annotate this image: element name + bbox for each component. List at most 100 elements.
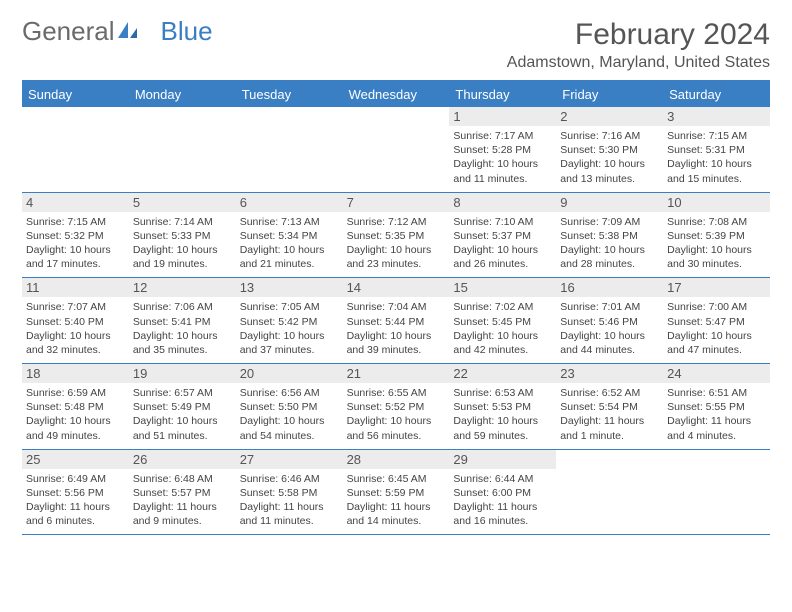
- day-header-cell: Sunday: [22, 82, 129, 107]
- date-number: 11: [22, 278, 129, 297]
- calendar-cell: 1 Sunrise: 7:17 AMSunset: 5:28 PMDaylight…: [449, 107, 556, 192]
- calendar-cell: 26Sunrise: 6:48 AMSunset: 5:57 PMDayligh…: [129, 450, 236, 535]
- cell-details: Sunrise: 7:00 AMSunset: 5:47 PMDaylight:…: [667, 300, 766, 357]
- calendar-cell: 13 Sunrise: 7:05 AMSunset: 5:42 PMDayligh…: [236, 278, 343, 363]
- date-number: 3: [663, 107, 770, 126]
- calendar-week: 25 Sunrise: 6:49 AMSunset: 5:56 PMDayligh…: [22, 450, 770, 536]
- date-number: 16: [556, 278, 663, 297]
- logo-text-general: General: [22, 18, 115, 44]
- cell-details: Sunrise: 6:59 AMSunset: 5:48 PMDaylight:…: [26, 386, 125, 443]
- calendar-cell: 6 Sunrise: 7:13 AMSunset: 5:34 PMDaylight…: [236, 193, 343, 278]
- calendar-cell: 28Sunrise: 6:45 AMSunset: 5:59 PMDayligh…: [343, 450, 450, 535]
- calendar-cell: 24 Sunrise: 6:51 AMSunset: 5:55 PMDayligh…: [663, 364, 770, 449]
- logo-sail-icon: [117, 18, 139, 44]
- cell-details: Sunrise: 7:17 AMSunset: 5:28 PMDaylight:…: [453, 129, 552, 186]
- date-number: 23: [556, 364, 663, 383]
- date-number: 14: [343, 278, 450, 297]
- calendar-cell: 23 Sunrise: 6:52 AMSunset: 5:54 PMDayligh…: [556, 364, 663, 449]
- cell-details: Sunrise: 7:07 AMSunset: 5:40 PMDaylight:…: [26, 300, 125, 357]
- cell-details: Sunrise: 6:49 AMSunset: 5:56 PMDaylight:…: [26, 472, 125, 529]
- calendar-cell: 21 Sunrise: 6:55 AMSunset: 5:52 PMDayligh…: [343, 364, 450, 449]
- calendar-cell: 3 Sunrise: 7:15 AMSunset: 5:31 PMDaylight…: [663, 107, 770, 192]
- cell-details: Sunrise: 6:44 AMSunset: 6:00 PMDaylight:…: [453, 472, 552, 529]
- calendar-cell: 2 Sunrise: 7:16 AMSunset: 5:30 PMDaylight…: [556, 107, 663, 192]
- date-number: 1: [449, 107, 556, 126]
- cell-details: Sunrise: 6:56 AMSunset: 5:50 PMDaylight:…: [240, 386, 339, 443]
- cell-details: Sunrise: 6:57 AMSunset: 5:49 PMDaylight:…: [133, 386, 232, 443]
- cell-details: Sunrise: 6:52 AMSunset: 5:54 PMDaylight:…: [560, 386, 659, 443]
- date-number: 22: [449, 364, 556, 383]
- cell-details: Sunrise: 6:55 AMSunset: 5:52 PMDaylight:…: [347, 386, 446, 443]
- cell-details: Sunrise: 7:13 AMSunset: 5:34 PMDaylight:…: [240, 215, 339, 272]
- day-header-cell: Saturday: [663, 82, 770, 107]
- date-number: 17: [663, 278, 770, 297]
- cell-details: Sunrise: 7:15 AMSunset: 5:32 PMDaylight:…: [26, 215, 125, 272]
- calendar-cell: 19 Sunrise: 6:57 AMSunset: 5:49 PMDayligh…: [129, 364, 236, 449]
- date-number: 15: [449, 278, 556, 297]
- cell-details: Sunrise: 7:12 AMSunset: 5:35 PMDaylight:…: [347, 215, 446, 272]
- date-number: 24: [663, 364, 770, 383]
- date-number: 4: [22, 193, 129, 212]
- month-title: February 2024: [507, 18, 770, 52]
- cell-details: Sunrise: 6:51 AMSunset: 5:55 PMDaylight:…: [667, 386, 766, 443]
- cell-details: Sunrise: 7:16 AMSunset: 5:30 PMDaylight:…: [560, 129, 659, 186]
- cell-details: Sunrise: 7:15 AMSunset: 5:31 PMDaylight:…: [667, 129, 766, 186]
- cell-details: Sunrise: 7:05 AMSunset: 5:42 PMDaylight:…: [240, 300, 339, 357]
- calendar-cell: [343, 107, 450, 192]
- cell-details: Sunrise: 6:53 AMSunset: 5:53 PMDaylight:…: [453, 386, 552, 443]
- date-number: 27: [236, 450, 343, 469]
- cell-details: Sunrise: 6:45 AMSunset: 5:59 PMDaylight:…: [347, 472, 446, 529]
- date-number: 13: [236, 278, 343, 297]
- calendar-cell: 22 Sunrise: 6:53 AMSunset: 5:53 PMDayligh…: [449, 364, 556, 449]
- date-number: 25: [22, 450, 129, 469]
- calendar-cell: 15 Sunrise: 7:02 AMSunset: 5:45 PMDayligh…: [449, 278, 556, 363]
- calendar-cell: 4 Sunrise: 7:15 AMSunset: 5:32 PMDaylight…: [22, 193, 129, 278]
- date-number: 6: [236, 193, 343, 212]
- calendar-cell: 27Sunrise: 6:46 AMSunset: 5:58 PMDayligh…: [236, 450, 343, 535]
- date-number: 20: [236, 364, 343, 383]
- date-number: 26: [129, 450, 236, 469]
- day-header-cell: Wednesday: [343, 82, 450, 107]
- calendar-week: 1 Sunrise: 7:17 AMSunset: 5:28 PMDaylight…: [22, 107, 770, 193]
- calendar-cell: 25 Sunrise: 6:49 AMSunset: 5:56 PMDayligh…: [22, 450, 129, 535]
- cell-details: Sunrise: 7:01 AMSunset: 5:46 PMDaylight:…: [560, 300, 659, 357]
- calendar-cell: [556, 450, 663, 535]
- calendar-cell: 9 Sunrise: 7:09 AMSunset: 5:38 PMDaylight…: [556, 193, 663, 278]
- date-number: 7: [343, 193, 450, 212]
- calendar-cell: 18 Sunrise: 6:59 AMSunset: 5:48 PMDayligh…: [22, 364, 129, 449]
- calendar-cell: 11 Sunrise: 7:07 AMSunset: 5:40 PMDayligh…: [22, 278, 129, 363]
- date-number: 8: [449, 193, 556, 212]
- calendar: SundayMondayTuesdayWednesdayThursdayFrid…: [22, 80, 770, 535]
- header: General Blue February 2024 Adamstown, Ma…: [22, 18, 770, 72]
- calendar-cell: 16 Sunrise: 7:01 AMSunset: 5:46 PMDayligh…: [556, 278, 663, 363]
- cell-details: Sunrise: 7:09 AMSunset: 5:38 PMDaylight:…: [560, 215, 659, 272]
- date-number: 12: [129, 278, 236, 297]
- day-header-cell: Tuesday: [236, 82, 343, 107]
- day-header-cell: Monday: [129, 82, 236, 107]
- calendar-cell: [236, 107, 343, 192]
- calendar-cell: 10Sunrise: 7:08 AMSunset: 5:39 PMDayligh…: [663, 193, 770, 278]
- day-header-row: SundayMondayTuesdayWednesdayThursdayFrid…: [22, 82, 770, 107]
- calendar-cell: 7 Sunrise: 7:12 AMSunset: 5:35 PMDaylight…: [343, 193, 450, 278]
- logo-text-blue: Blue: [161, 18, 213, 44]
- calendar-cell: 14Sunrise: 7:04 AMSunset: 5:44 PMDayligh…: [343, 278, 450, 363]
- date-number: 2: [556, 107, 663, 126]
- calendar-cell: 8 Sunrise: 7:10 AMSunset: 5:37 PMDaylight…: [449, 193, 556, 278]
- calendar-cell: 29 Sunrise: 6:44 AMSunset: 6:00 PMDayligh…: [449, 450, 556, 535]
- calendar-week: 11 Sunrise: 7:07 AMSunset: 5:40 PMDayligh…: [22, 278, 770, 364]
- date-number: 21: [343, 364, 450, 383]
- cell-details: Sunrise: 7:08 AMSunset: 5:39 PMDaylight:…: [667, 215, 766, 272]
- calendar-week: 18 Sunrise: 6:59 AMSunset: 5:48 PMDayligh…: [22, 364, 770, 450]
- date-number: 9: [556, 193, 663, 212]
- calendar-cell: 20 Sunrise: 6:56 AMSunset: 5:50 PMDayligh…: [236, 364, 343, 449]
- date-number: 18: [22, 364, 129, 383]
- calendar-cell: [663, 450, 770, 535]
- location-text: Adamstown, Maryland, United States: [507, 54, 770, 72]
- cell-details: Sunrise: 7:10 AMSunset: 5:37 PMDaylight:…: [453, 215, 552, 272]
- date-number: 29: [449, 450, 556, 469]
- cell-details: Sunrise: 7:02 AMSunset: 5:45 PMDaylight:…: [453, 300, 552, 357]
- cell-details: Sunrise: 7:14 AMSunset: 5:33 PMDaylight:…: [133, 215, 232, 272]
- date-number: 19: [129, 364, 236, 383]
- calendar-cell: [129, 107, 236, 192]
- calendar-cell: 17 Sunrise: 7:00 AMSunset: 5:47 PMDayligh…: [663, 278, 770, 363]
